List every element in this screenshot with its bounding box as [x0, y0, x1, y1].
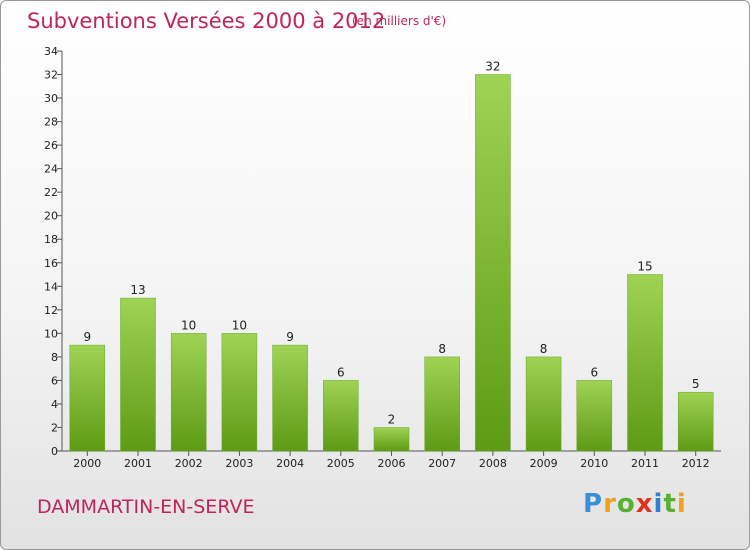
bar [475, 74, 511, 452]
logo-letter: t [663, 489, 677, 519]
bar-value-label: 2 [388, 413, 396, 427]
bar-value-label: 13 [130, 283, 145, 297]
bar [221, 333, 258, 452]
x-tick-label: 2009 [530, 457, 558, 470]
bar-value-label: 32 [485, 60, 500, 74]
y-tick-label: 14 [44, 280, 58, 293]
bar-value-label: 9 [83, 330, 91, 344]
x-tick-label: 2001 [124, 457, 152, 470]
y-tick-label: 20 [44, 210, 58, 223]
proxiti-logo: Proxiti [583, 489, 687, 519]
y-tick-label: 0 [51, 445, 58, 458]
logo-letter: i [653, 489, 664, 519]
x-tick-label: 2004 [276, 457, 304, 470]
x-tick-label: 2007 [428, 457, 456, 470]
bar-value-label: 6 [590, 365, 598, 379]
y-tick-label: 12 [44, 304, 58, 317]
y-tick-label: 18 [44, 233, 58, 246]
bar [323, 380, 359, 452]
bar-value-label: 8 [540, 342, 548, 356]
logo-letter: P [583, 489, 604, 519]
x-tick-label: 2003 [225, 457, 253, 470]
x-tick-label: 2005 [327, 457, 355, 470]
y-tick-label: 32 [44, 69, 58, 82]
chart-subtitle: (en milliers d'€) [352, 14, 447, 28]
logo-letter: r [603, 489, 617, 519]
bar [272, 344, 308, 452]
x-tick-label: 2011 [631, 457, 659, 470]
x-tick-label: 2002 [175, 457, 203, 470]
x-tick-label: 2012 [682, 457, 710, 470]
bar [424, 356, 460, 452]
bar-value-label: 15 [637, 260, 652, 274]
x-tick-label: 2006 [378, 457, 406, 470]
y-tick-label: 26 [44, 139, 58, 152]
bar-value-label: 6 [337, 365, 345, 379]
logo-letter: x [635, 489, 654, 519]
y-tick-label: 2 [51, 421, 58, 434]
bar [69, 344, 106, 452]
bar-value-label: 9 [286, 330, 294, 344]
bar [576, 380, 613, 452]
x-tick-label: 2010 [580, 457, 608, 470]
x-tick-label: 2008 [479, 457, 507, 470]
labels: 9 2000 13 2001 10 2002 10 2003 9 2004 6 2005 2 2006 8 2… [73, 60, 709, 471]
y-tick-label: 10 [44, 327, 58, 340]
bar [373, 427, 410, 452]
y-tick-label: 22 [44, 186, 58, 199]
logo-letter: o [616, 489, 636, 519]
y-tick-label: 34 [44, 45, 58, 58]
bar [170, 333, 207, 452]
bar [120, 297, 156, 452]
y-tick-label: 4 [51, 398, 58, 411]
y-tick-label: 28 [44, 116, 58, 129]
x-tick-label: 2000 [73, 457, 101, 470]
y-tick-label: 6 [51, 374, 58, 387]
y-tick-label: 16 [44, 257, 58, 270]
bar [525, 356, 562, 452]
bar [627, 274, 663, 452]
y-tick-label: 30 [44, 92, 58, 105]
bar-value-label: 10 [181, 318, 196, 332]
bars [69, 74, 714, 452]
bar [677, 391, 714, 452]
logo-letter: i [676, 489, 687, 519]
y-tick-label: 24 [44, 163, 58, 176]
bar-value-label: 5 [692, 377, 700, 391]
bar-value-label: 10 [232, 318, 247, 332]
bar-value-label: 8 [438, 342, 446, 356]
commune-name: DAMMARTIN-EN-SERVE [37, 496, 255, 518]
y-tick-label: 8 [51, 351, 58, 364]
chart-title: Subventions Versées 2000 à 2012 [27, 9, 386, 33]
